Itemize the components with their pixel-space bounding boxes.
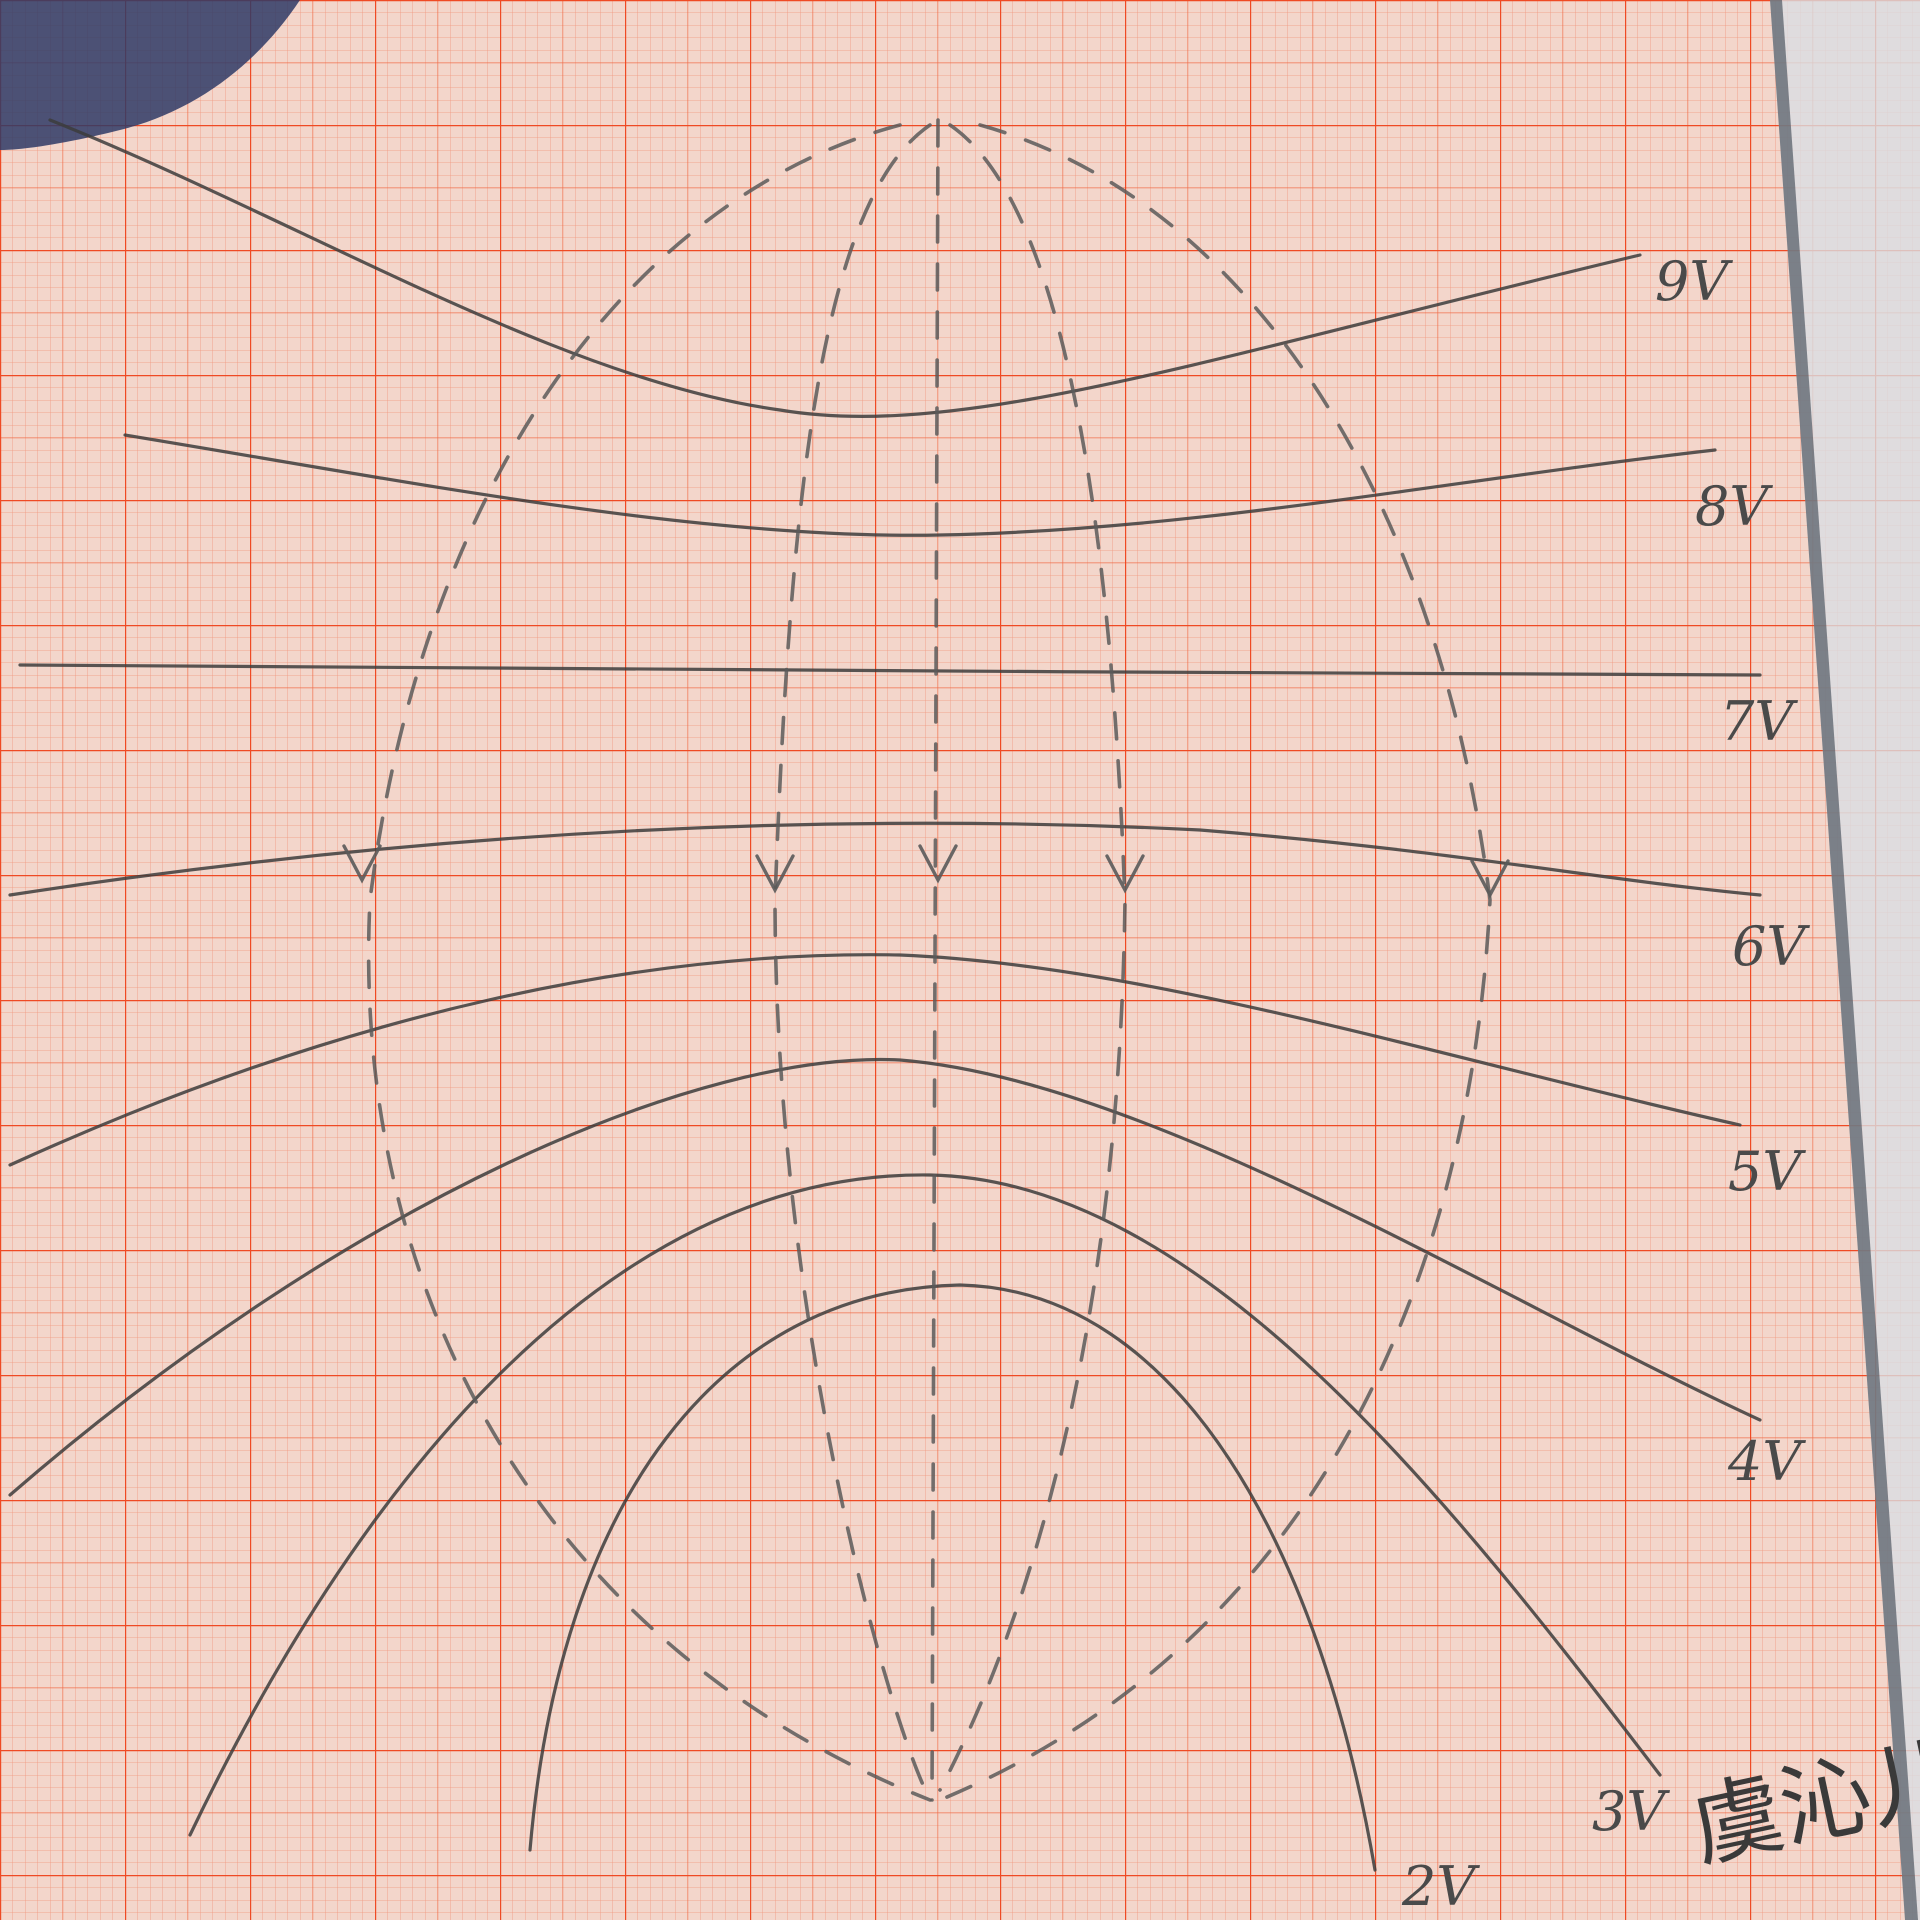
label-8v: 8V: [1695, 475, 1773, 538]
equipotential-7v: [18, 663, 1762, 677]
label-4v: 4V: [1727, 1430, 1806, 1493]
label-3v: 3V: [1592, 1780, 1670, 1843]
equipotential-3v: [188, 1173, 1662, 1837]
equipotential-8v: [123, 433, 1717, 537]
label-9v: 9V: [1655, 250, 1733, 313]
field-line-outer-left: [366, 123, 932, 1802]
ruler-bevel: [1770, 0, 1918, 1920]
equipotential-5v: [8, 953, 1742, 1167]
equipotential-9v: [48, 118, 1642, 418]
field-line-inner-right: [938, 123, 1127, 1792]
field-line-outer-right: [938, 123, 1492, 1802]
label-5v: 5V: [1728, 1140, 1806, 1203]
equipotential-2v: [528, 1283, 1377, 1872]
field-line-center: [930, 118, 940, 1802]
signature: 虞沁儿: [1683, 1723, 1920, 1882]
label-7v: 7V: [1720, 690, 1798, 753]
field-arrow-mark-2: [755, 854, 795, 894]
field-line-inner-left: [773, 123, 932, 1802]
cloth-corner: [0, 0, 300, 150]
field-arrow-mark-1: [342, 844, 382, 884]
label-2v: 2V: [1401, 1855, 1480, 1918]
field-arrow-mark-4: [1105, 854, 1145, 894]
field-arrow-mark-5: [1470, 859, 1510, 899]
field-arrow-mark-3: [918, 844, 958, 884]
equipotential-4v: [8, 1057, 1762, 1497]
equipotential-6v: [8, 821, 1762, 897]
label-6v: 6V: [1732, 915, 1810, 978]
